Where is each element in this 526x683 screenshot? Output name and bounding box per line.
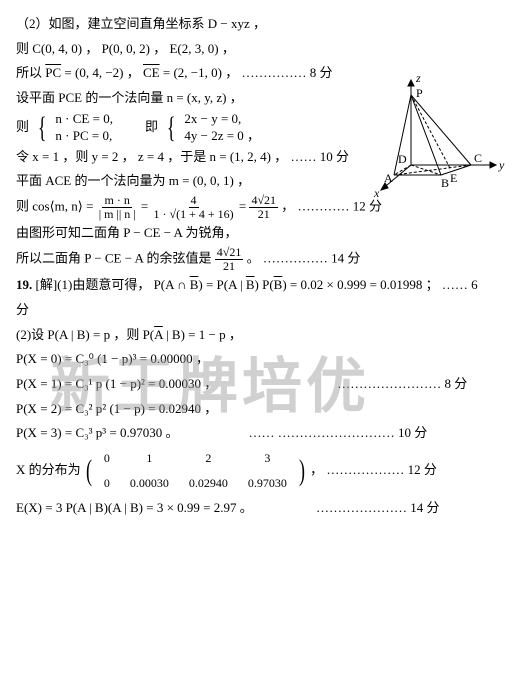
axis-y-label: y bbox=[498, 158, 505, 172]
text-line: P(X = 0) = C₃⁰ (1 − p)³ = 0.00000 ， bbox=[16, 347, 510, 372]
text-line: P(X = 2) = C₃² p² (1 − p) = 0.02940 ， bbox=[16, 397, 510, 422]
distribution-matrix: ( 0123 00.000300.029400.97030 ) bbox=[84, 446, 307, 496]
point-p-label: P bbox=[416, 86, 423, 100]
text-line: （2）如图，建立空间直角坐标系 D − xyz ， bbox=[16, 12, 510, 37]
text-line: 所以二面角 P − CE − A 的余弦值是 4√2121 。 …………… 14… bbox=[16, 246, 510, 273]
coordinate-diagram: z y x P C D A B E bbox=[366, 70, 516, 200]
text-line: 19. [解](1)由题意可得， P(A ∩ B) = P(A | B) P(B… bbox=[16, 273, 510, 298]
text-line: 分 bbox=[16, 298, 510, 323]
point-e-label: E bbox=[450, 171, 457, 185]
text-line: 则 C(0, 4, 0) ， P(0, 0, 2) ， E(2, 3, 0) ， bbox=[16, 37, 510, 62]
point-b-label: B bbox=[441, 176, 449, 190]
text-line: (2)设 P(A | B) = p ，则 P(A | B) = 1 − p ， bbox=[16, 323, 510, 348]
text-line: P(X = 3) = C₃³ p³ = 0.97030 。…… ……………………… bbox=[16, 421, 510, 446]
text-line: P(X = 1) = C₃¹ p (1 − p)² = 0.00030 ，………… bbox=[16, 372, 510, 397]
text-line: 由图形可知二面角 P − CE − A 为锐角， bbox=[16, 221, 510, 246]
point-d-label: D bbox=[398, 152, 407, 166]
point-a-label: A bbox=[384, 171, 393, 185]
text-line: E(X) = 3 P(A | B)(A | B) = 3 × 0.99 = 2.… bbox=[16, 496, 510, 521]
text-line: X 的分布为 ( 0123 00.000300.029400.97030 ) ，… bbox=[16, 446, 510, 496]
point-c-label: C bbox=[474, 151, 482, 165]
axis-z-label: z bbox=[415, 71, 421, 85]
axis-x-label: x bbox=[373, 186, 380, 200]
